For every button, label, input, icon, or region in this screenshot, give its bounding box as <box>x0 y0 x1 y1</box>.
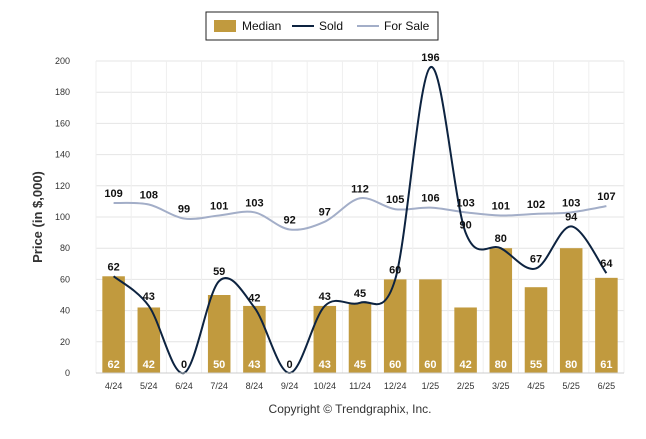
x-tick-label: 5/25 <box>562 381 580 391</box>
y-tick-label: 100 <box>55 212 70 222</box>
median-bar-label: 50 <box>213 359 225 371</box>
forsale-point-label: 101 <box>210 200 228 212</box>
x-tick-label: 7/24 <box>210 381 228 391</box>
median-bar-label: 0 <box>181 359 187 371</box>
median-bar-label: 61 <box>600 359 612 371</box>
forsale-point-label: 101 <box>492 200 510 212</box>
median-bar <box>595 277 618 373</box>
median-bar-label: 42 <box>459 359 471 371</box>
legend-box <box>205 11 439 41</box>
x-tick-label: 1/25 <box>422 381 440 391</box>
median-bar-label: 45 <box>354 359 366 371</box>
sold-point-label: 43 <box>143 291 155 303</box>
median-bar <box>559 248 583 373</box>
grid-lines <box>95 60 625 374</box>
y-tick-label: 60 <box>60 274 70 284</box>
median-bar-label: 43 <box>248 359 260 371</box>
sold-point-label: 59 <box>213 266 225 278</box>
sold-point-label: 45 <box>354 288 366 300</box>
forsale-point-label: 106 <box>421 193 439 205</box>
sold-point-label: 60 <box>389 264 401 276</box>
median-bar <box>243 305 266 373</box>
x-tick-label: 4/24 <box>105 381 123 391</box>
y-tick-label: 40 <box>60 306 70 316</box>
y-tick-label: 140 <box>55 150 70 160</box>
sold-point-label: 196 <box>421 52 439 64</box>
median-bar <box>454 307 477 373</box>
y-axis-label: Price (in $,000) <box>30 171 45 263</box>
sold-point-label: 42 <box>248 292 260 304</box>
sold-point-label: 64 <box>600 258 613 270</box>
legend: Median Sold For Sale <box>205 11 439 41</box>
median-bar-label: 0 <box>287 359 293 371</box>
x-tick-label: 10/24 <box>314 381 337 391</box>
sold-point-label: 62 <box>107 261 119 273</box>
forsale-point-label: 92 <box>283 214 295 226</box>
median-bar <box>137 307 161 373</box>
median-bar <box>524 287 548 373</box>
median-bar <box>383 279 407 373</box>
sold-point-label: 43 <box>319 291 331 303</box>
median-bar <box>313 305 337 373</box>
forsale-point-label: 103 <box>562 197 580 209</box>
y-tick-label: 180 <box>55 87 70 97</box>
axes: 0 20 40 60 80 100 120 140 160 180 200 4/24 5/24 6/24 7… <box>55 56 624 391</box>
series-lines <box>112 66 608 375</box>
forsale-point-label: 109 <box>104 188 122 200</box>
x-tick-label: 4/25 <box>527 381 545 391</box>
median-bar-label: 60 <box>389 359 401 371</box>
forsale-point-label: 99 <box>178 204 190 216</box>
sold-point-label: 90 <box>459 220 471 232</box>
data-labels: 62 42 0 50 43 0 43 45 60 60 42 80 55 80 61 109 108 99 101 1… <box>104 52 615 371</box>
x-tick-label: 3/25 <box>492 381 510 391</box>
x-tick-label: 5/24 <box>140 381 158 391</box>
forsale-point-label: 97 <box>319 207 331 219</box>
forsale-point-label: 112 <box>351 183 369 195</box>
x-tick-label: 2/25 <box>457 381 475 391</box>
median-bar <box>419 279 442 373</box>
median-bar <box>348 302 372 373</box>
sold-line <box>112 66 608 375</box>
x-tick-label: 6/25 <box>598 381 616 391</box>
median-bar-label: 55 <box>530 359 542 371</box>
forsale-point-label: 108 <box>140 190 158 202</box>
median-bar-label: 80 <box>495 359 507 371</box>
median-bar-label: 42 <box>143 359 155 371</box>
legend-forsale-label: For Sale <box>384 19 430 33</box>
sold-point-label: 80 <box>495 233 507 245</box>
median-bar <box>489 248 513 373</box>
sold-point-label: 94 <box>565 211 578 223</box>
forsale-point-label: 102 <box>527 199 545 211</box>
x-tick-label: 12/24 <box>384 381 407 391</box>
median-bar-label: 80 <box>565 359 577 371</box>
forsale-line <box>113 197 607 231</box>
forsale-point-label: 103 <box>245 197 263 209</box>
forsale-point-label: 103 <box>456 197 474 209</box>
y-tick-label: 0 <box>65 368 70 378</box>
x-tick-label: 6/24 <box>175 381 193 391</box>
x-tick-label: 11/24 <box>349 381 371 391</box>
copyright-text: Copyright © Trendgraphix, Inc. <box>269 402 432 416</box>
forsale-point-label: 105 <box>386 194 404 206</box>
median-bar-label: 60 <box>424 359 436 371</box>
y-tick-label: 160 <box>55 118 70 128</box>
median-bar <box>102 276 125 373</box>
median-bar-label: 62 <box>107 359 119 371</box>
y-tick-label: 20 <box>60 337 70 347</box>
y-tick-label: 200 <box>55 56 70 66</box>
x-tick-label: 9/24 <box>281 381 299 391</box>
y-tick-label: 80 <box>60 243 70 253</box>
forsale-point-label: 107 <box>597 191 615 203</box>
legend-median-label: Median <box>242 19 281 33</box>
legend-median-swatch <box>214 20 236 32</box>
median-bars <box>102 248 618 373</box>
y-tick-label: 120 <box>55 181 70 191</box>
x-tick-label: 8/24 <box>246 381 264 391</box>
median-bar-label: 43 <box>319 359 331 371</box>
sold-point-label: 67 <box>530 253 542 265</box>
legend-sold-label: Sold <box>319 19 343 33</box>
median-bar <box>207 295 231 373</box>
